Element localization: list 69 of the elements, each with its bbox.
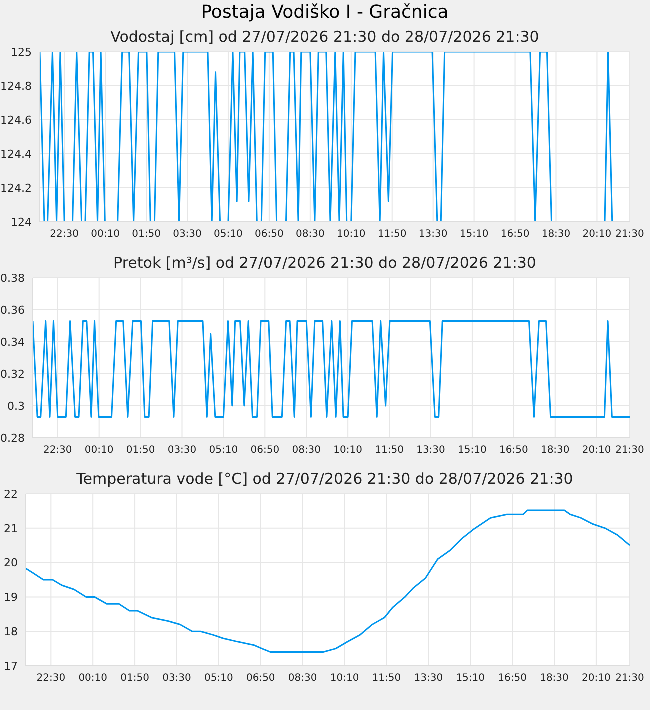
x-tick-label: 03:30 — [173, 229, 202, 240]
x-tick-label: 10:10 — [336, 229, 366, 240]
x-tick-label: 20:10 — [582, 229, 612, 240]
x-tick-label: 18:30 — [540, 673, 569, 684]
x-tick-label: 18:30 — [540, 445, 570, 456]
x-tick-label: 21:30 — [616, 229, 644, 240]
x-tick-label: 00:10 — [91, 229, 120, 240]
x-tick-label: 08:30 — [288, 673, 318, 684]
x-tick-label: 21:30 — [616, 445, 644, 456]
x-tick-label: 13:30 — [414, 673, 444, 684]
x-tick-label: 05:10 — [214, 229, 243, 240]
x-tick-label: 01:50 — [120, 673, 150, 684]
x-tick-label: 15:10 — [460, 229, 489, 240]
y-tick-label: 124.6 — [0, 114, 32, 127]
chart-subtitle: Pretok [m³/s] od 27/07/2026 21:30 do 28/07/2026 21:30 — [114, 254, 536, 272]
x-tick-label: 11:50 — [375, 445, 404, 456]
y-tick-label: 19 — [4, 591, 18, 604]
x-tick-label: 15:10 — [456, 673, 486, 684]
y-tick-label: 0.3 — [8, 400, 25, 413]
y-tick-label: 0.32 — [0, 368, 25, 381]
x-tick-label: 13:30 — [416, 445, 446, 456]
x-tick-label: 16:50 — [500, 229, 530, 240]
x-tick-label: 20:10 — [582, 673, 611, 684]
x-tick-label: 10:10 — [334, 445, 362, 456]
x-tick-label: 13:30 — [418, 229, 448, 240]
y-tick-label: 124.4 — [0, 148, 32, 161]
x-tick-label: 18:30 — [542, 229, 571, 240]
y-tick-label: 22 — [4, 488, 18, 501]
x-tick-label: 15:10 — [458, 445, 487, 456]
x-tick-label: 01:50 — [132, 229, 161, 240]
chart-subtitle: Temperatura vode [°C] od 27/07/2026 21:30 do 28/07/2026 21:30 — [76, 470, 574, 488]
x-tick-label: 16:50 — [500, 445, 528, 456]
x-tick-label: 11:50 — [372, 673, 402, 684]
x-tick-label: 00:10 — [84, 445, 114, 456]
x-tick-label: 08:30 — [292, 445, 322, 456]
x-tick-label: 03:30 — [168, 445, 197, 456]
x-tick-label: 08:30 — [296, 229, 325, 240]
y-tick-label: 20 — [4, 556, 18, 570]
x-tick-label: 03:30 — [162, 673, 192, 684]
y-tick-label: 0.38 — [0, 272, 25, 285]
x-tick-label: 06:50 — [250, 445, 280, 456]
x-tick-label: 22:30 — [50, 229, 79, 240]
x-tick-label: 22:30 — [43, 445, 72, 456]
line-series — [33, 320, 630, 418]
x-tick-label: 11:50 — [378, 229, 407, 240]
chart-subtitle: Vodostaj [cm] od 27/07/2026 21:30 do 28/07/2026 21:30 — [110, 28, 540, 46]
y-tick-label: 17 — [4, 660, 18, 673]
x-tick-label: 06:50 — [255, 229, 284, 240]
x-tick-label: 01:50 — [126, 445, 156, 456]
chart-title: Postaja Vodiško I - Gračnica — [200, 1, 450, 25]
y-tick-label: 18 — [4, 626, 18, 639]
x-tick-label: 00:10 — [78, 673, 108, 684]
y-tick-label: 21 — [4, 522, 18, 536]
x-tick-label: 20:10 — [582, 445, 612, 456]
y-tick-label: 124.8 — [0, 80, 32, 93]
y-tick-label: 0.36 — [0, 304, 25, 317]
y-tick-label: 124.2 — [0, 182, 32, 195]
line-series — [26, 510, 630, 653]
x-tick-label: 10:10 — [330, 673, 360, 684]
x-tick-label: 05:10 — [209, 445, 238, 456]
x-tick-label: 21:30 — [616, 673, 644, 684]
y-tick-label: 125 — [11, 46, 32, 59]
y-tick-label: 0.34 — [0, 336, 25, 349]
y-tick-label: 0.28 — [0, 432, 25, 445]
x-tick-label: 06:50 — [246, 673, 276, 684]
y-tick-label: 124 — [11, 216, 32, 229]
x-tick-label: 16:50 — [498, 673, 527, 684]
x-tick-label: 05:10 — [204, 673, 234, 684]
x-tick-label: 22:30 — [36, 673, 66, 684]
